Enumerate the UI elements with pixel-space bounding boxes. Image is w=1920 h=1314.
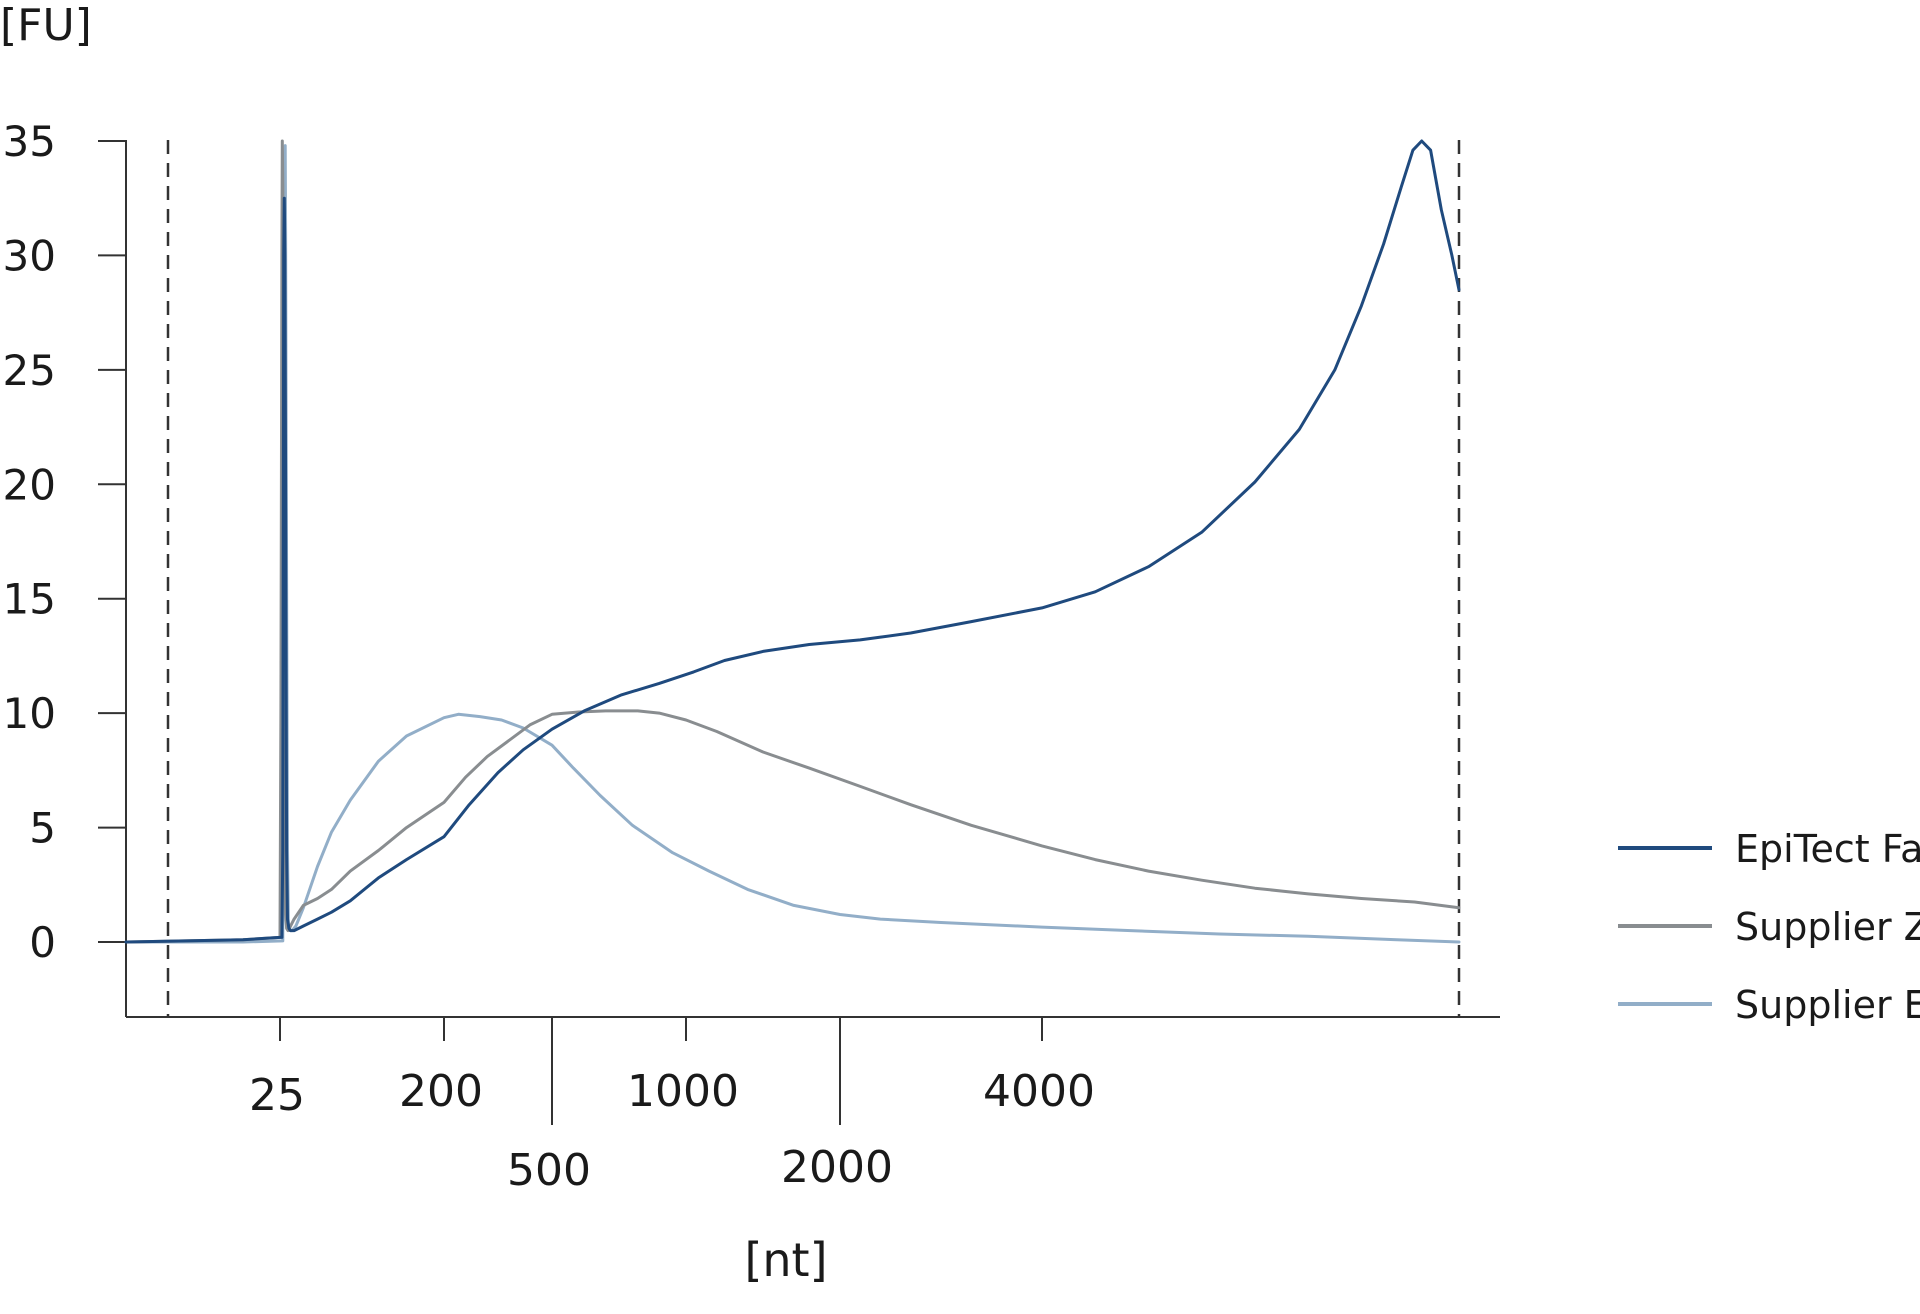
x-tick-label: 25: [249, 1070, 305, 1121]
x-axis-label: [nt]: [744, 1233, 827, 1287]
y-tick-label: 35: [3, 117, 56, 166]
legend-label-supplier-z: Supplier Z: [1735, 905, 1920, 949]
legend-label-epitect-fast: EpiTect Fast: [1735, 827, 1920, 871]
y-tick-label: 15: [3, 575, 56, 624]
x-tick-label: 500: [507, 1145, 591, 1196]
y-tick-label: 30: [3, 231, 56, 280]
y-tick-label: 20: [3, 460, 56, 509]
series-line-epitect-fast: [124, 139, 1461, 944]
x-tick-label: 1000: [627, 1066, 739, 1117]
y-tick-label: 25: [3, 346, 56, 395]
y-tick-label: 10: [3, 689, 56, 738]
y-tick-label: 0: [29, 918, 56, 967]
x-tick-label: 200: [399, 1066, 483, 1117]
legend-label-supplier-e: Supplier E: [1735, 983, 1920, 1027]
x-tick-label: 2000: [781, 1142, 893, 1193]
series-line-supplier-z: [124, 139, 1461, 944]
y-tick-label: 5: [29, 804, 56, 853]
series-line-supplier-e: [124, 144, 1461, 944]
y-axis-label: [FU]: [0, 0, 92, 51]
x-tick-label: 4000: [983, 1066, 1095, 1117]
